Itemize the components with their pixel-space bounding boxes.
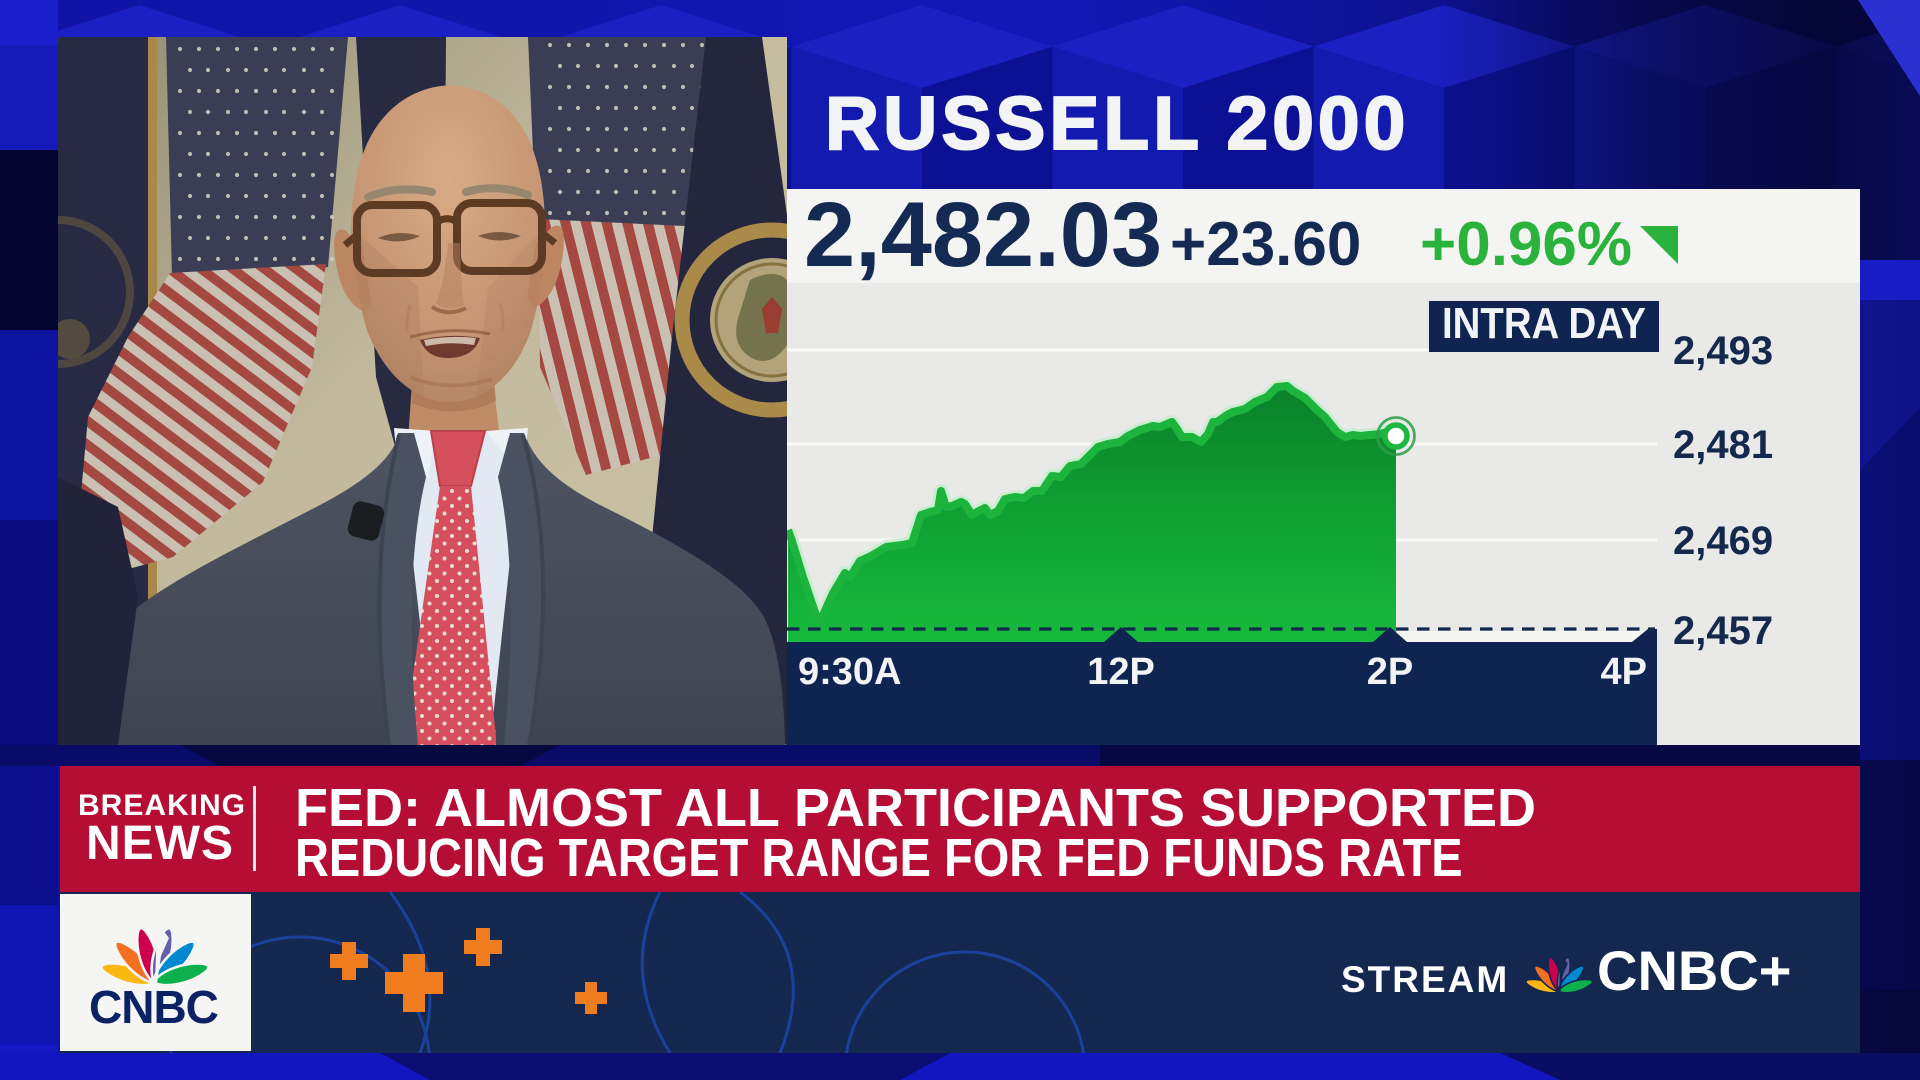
svg-text:2,493: 2,493: [1673, 329, 1773, 373]
svg-text:4P: 4P: [1601, 651, 1647, 693]
svg-text:2P: 2P: [1367, 651, 1413, 693]
svg-text:2,481: 2,481: [1673, 423, 1773, 467]
svg-text:INTRA DAY: INTRA DAY: [1442, 299, 1646, 348]
svg-text:2,457: 2,457: [1673, 609, 1773, 653]
svg-text:9:30A: 9:30A: [798, 651, 902, 693]
svg-text:2,469: 2,469: [1673, 519, 1773, 563]
svg-text:12P: 12P: [1087, 651, 1155, 693]
